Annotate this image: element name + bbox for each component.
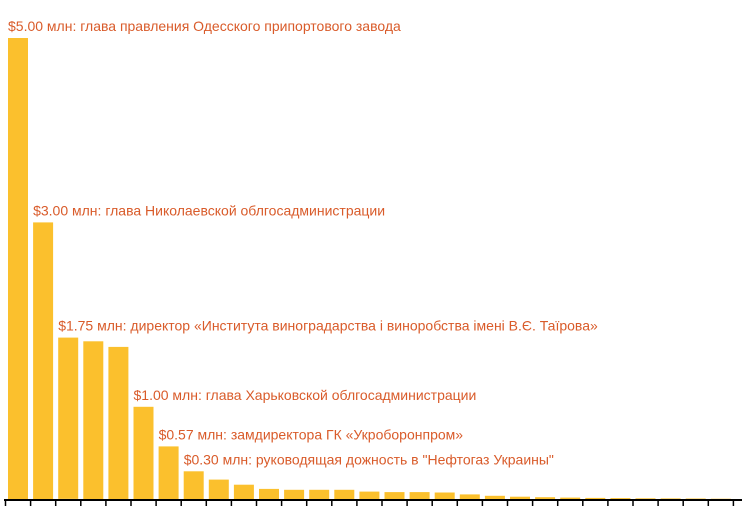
x-axis — [4, 499, 742, 506]
bar-annotation-6: $0.57 млн: замдиректора ГК «Укроборонпро… — [159, 426, 464, 442]
bars-group — [8, 38, 731, 499]
bar-8 — [208, 479, 229, 499]
bar-27 — [685, 498, 706, 499]
bar-19 — [484, 495, 505, 499]
bar-25 — [635, 498, 656, 499]
bar-26 — [660, 498, 681, 499]
bar-0 — [8, 38, 28, 499]
bar-10 — [259, 488, 279, 499]
bar-1 — [33, 222, 54, 499]
bar-annotation-5: $1.00 млн: глава Харьковской облгосадмин… — [134, 387, 477, 403]
bar-9 — [233, 484, 254, 499]
bar-17 — [434, 492, 455, 499]
bar-23 — [585, 497, 606, 499]
annotations-group: $5.00 млн: глава правления Одесского при… — [8, 18, 598, 467]
bar-13 — [334, 489, 355, 499]
bar-annotation-0: $5.00 млн: глава правления Одесского при… — [8, 18, 401, 34]
bar-24 — [610, 498, 631, 499]
bar-14 — [359, 491, 380, 499]
bar-15 — [384, 492, 405, 499]
bar-18 — [459, 494, 480, 499]
bar-annotation-1: $3.00 млн: глава Николаевской облгосадми… — [33, 202, 385, 218]
bar-3 — [83, 341, 104, 499]
bar-6 — [158, 446, 179, 499]
bar-20 — [510, 496, 530, 499]
bar-annotation-7: $0.30 млн: руководящая дожность в "Нефто… — [184, 451, 554, 467]
bar-16 — [409, 492, 430, 499]
bar-5 — [133, 406, 154, 499]
bar-4 — [108, 346, 129, 499]
bar-2 — [58, 337, 79, 499]
bar-7 — [183, 471, 204, 499]
bar-21 — [535, 497, 556, 499]
bar-annotation-2: $1.75 млн: директор «Института винограда… — [58, 318, 598, 334]
bar-11 — [284, 489, 305, 499]
bar-22 — [560, 497, 581, 499]
bar-12 — [309, 489, 330, 499]
